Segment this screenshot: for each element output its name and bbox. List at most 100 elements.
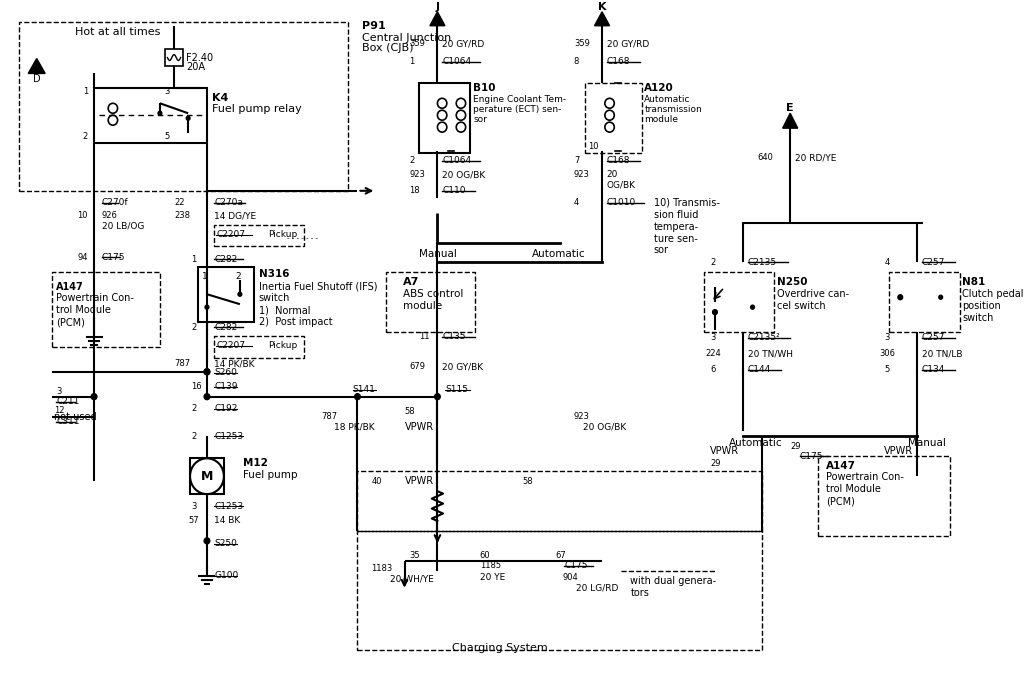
Text: 923: 923 [410,171,425,180]
Text: Powertrain Con-: Powertrain Con- [56,293,134,303]
Text: 1185: 1185 [480,561,501,570]
Text: C192: C192 [214,404,238,413]
Text: 10) Transmis-: 10) Transmis- [653,198,720,208]
Text: Engine Coolant Tem-: Engine Coolant Tem- [473,95,566,104]
Text: - - - - - - -: - - - - - - - [287,235,317,240]
Text: 6: 6 [711,366,716,375]
Text: K4: K4 [212,94,228,103]
Text: Pickup: Pickup [268,230,297,239]
Text: 359: 359 [410,39,425,48]
Polygon shape [430,12,445,26]
Text: A120: A120 [644,83,674,94]
Text: C257: C257 [922,333,945,343]
Text: C144: C144 [748,366,771,375]
Text: 1183: 1183 [372,564,393,573]
Bar [214,336,304,358]
Text: 35: 35 [410,552,420,561]
Text: 20 GY/BK: 20 GY/BK [442,362,483,371]
Text: S141: S141 [352,385,376,394]
Text: trol Module: trol Module [56,305,112,315]
Text: S115: S115 [445,385,468,394]
Text: 1: 1 [83,87,88,96]
Text: 20 TN/WH: 20 TN/WH [748,350,793,359]
Text: switch: switch [259,293,290,303]
Text: 16: 16 [190,382,202,391]
Circle shape [186,116,190,120]
Text: 2: 2 [190,432,197,441]
Text: cel switch: cel switch [777,301,825,311]
Text: 787: 787 [322,412,338,421]
Text: 29: 29 [711,459,721,468]
Text: 2: 2 [83,131,88,140]
Text: ture sen-: ture sen- [653,233,697,243]
Circle shape [713,310,717,315]
Text: B10: B10 [473,83,496,94]
Text: (PCM): (PCM) [826,496,855,506]
Text: 58: 58 [404,407,415,416]
Text: C2135: C2135 [748,258,777,267]
Text: VPWR: VPWR [885,447,913,456]
Text: 67: 67 [555,552,566,561]
Text: tors: tors [630,588,649,598]
Text: 12: 12 [54,406,66,415]
Text: C2207: C2207 [216,230,246,239]
Text: C311: C311 [56,417,80,426]
Text: 20 GY/RD: 20 GY/RD [607,39,649,48]
Text: 224: 224 [706,350,721,359]
Text: 306: 306 [880,350,896,359]
Text: 2: 2 [190,404,197,413]
Text: Automatic: Automatic [644,95,691,104]
Text: Overdrive can-: Overdrive can- [777,289,849,299]
Text: C135: C135 [442,333,466,342]
Text: 2: 2 [410,157,415,166]
Circle shape [238,292,242,296]
Text: 5: 5 [885,366,890,375]
Text: 640: 640 [758,154,773,162]
Text: 3: 3 [711,333,716,343]
Circle shape [204,538,210,544]
Text: 4: 4 [885,258,890,267]
Bar [703,273,774,332]
Text: position: position [963,301,1001,311]
Text: C175: C175 [564,561,588,570]
Text: 7: 7 [573,157,580,166]
Bar [190,459,224,494]
Text: 787: 787 [174,359,190,368]
Text: OG/BK: OG/BK [607,180,636,189]
Circle shape [204,369,210,375]
Text: 2: 2 [190,322,197,331]
Text: P91: P91 [362,21,386,31]
Text: 1)  Normal: 1) Normal [259,305,310,315]
Text: Fuel pump relay: Fuel pump relay [212,104,301,114]
Text: C270a: C270a [214,199,244,207]
Text: F2.40: F2.40 [186,52,213,62]
Text: 57: 57 [188,517,199,526]
Text: 679: 679 [410,362,425,371]
Text: VPWR: VPWR [711,447,739,456]
Text: C1064: C1064 [442,157,471,166]
Text: Pickup: Pickup [268,341,297,350]
Text: 3: 3 [190,502,197,510]
Text: transmission: transmission [644,105,702,114]
Bar [585,83,642,153]
Text: G100: G100 [214,571,239,580]
Text: 8: 8 [573,57,580,66]
Text: 20 LB/OG: 20 LB/OG [101,221,144,230]
Text: 22: 22 [174,199,184,207]
Text: K: K [598,2,606,12]
Text: C175: C175 [101,253,125,262]
Text: C257: C257 [922,258,945,267]
Text: 60: 60 [480,552,490,561]
Bar [386,273,475,332]
Circle shape [158,111,162,115]
Text: 20 RD/YE: 20 RD/YE [795,154,837,162]
Text: Central Junction: Central Junction [362,33,452,43]
Text: 2: 2 [236,272,241,281]
Text: C110: C110 [442,187,466,195]
Text: C211: C211 [56,397,80,406]
Circle shape [204,394,210,400]
Text: 4: 4 [573,199,580,207]
Text: 1: 1 [410,57,415,66]
Text: Manual: Manual [907,438,945,449]
Text: M: M [201,470,213,483]
